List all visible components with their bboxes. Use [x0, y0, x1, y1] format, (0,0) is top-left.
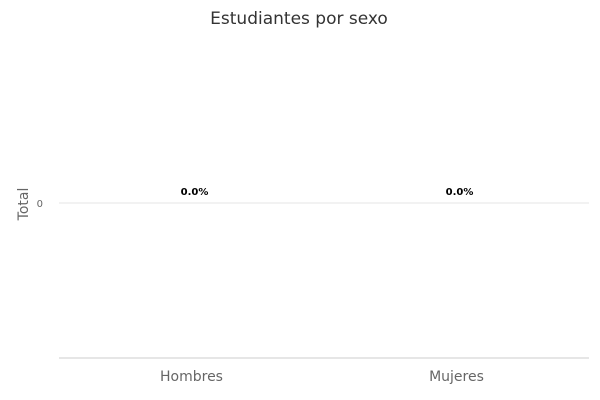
ticks: 0 Hombres Mujeres	[37, 199, 589, 385]
data-labels: 0.0% 0.0%	[181, 187, 474, 198]
x-tick-label: Mujeres	[429, 369, 484, 385]
chart-title: Estudiantes por sexo	[210, 9, 388, 29]
y-tick-label: 0	[37, 199, 43, 210]
data-label: 0.0%	[181, 187, 209, 198]
x-tick-label: Hombres	[160, 369, 223, 385]
y-axis-label: Total	[16, 188, 32, 222]
data-label: 0.0%	[446, 187, 474, 198]
